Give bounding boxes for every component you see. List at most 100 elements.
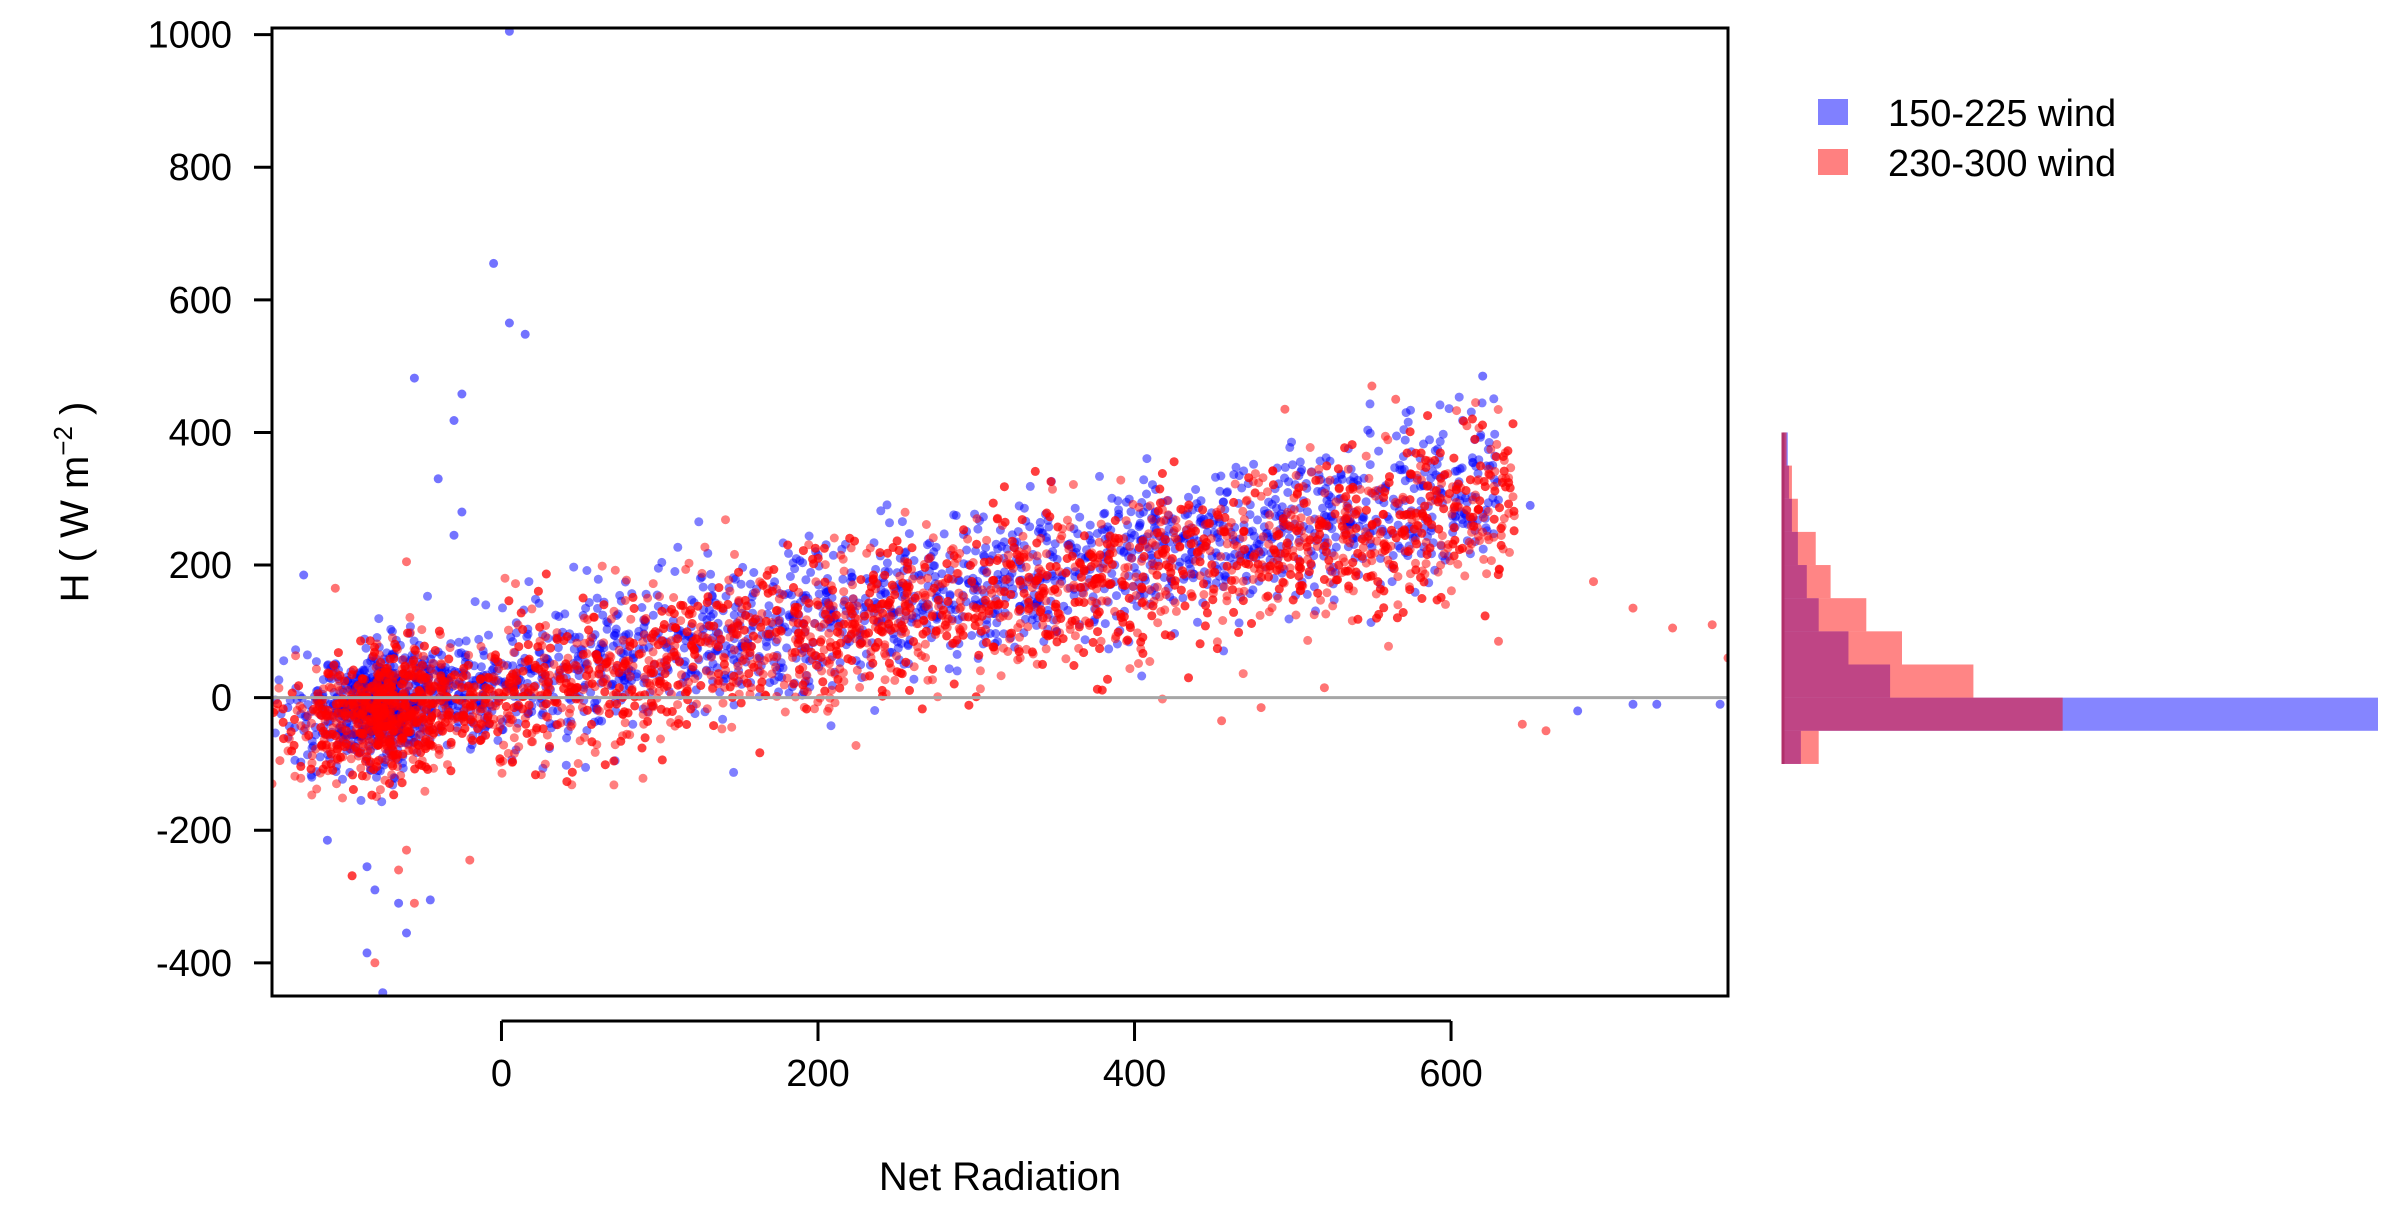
data-point-0 <box>562 733 572 743</box>
data-point-0 <box>1392 431 1401 441</box>
data-point-1 <box>1325 562 1334 572</box>
data-point-0 <box>1043 605 1053 615</box>
data-point-1 <box>835 683 845 693</box>
data-point-1 <box>1363 486 1373 496</box>
data-point-1 <box>1255 610 1265 620</box>
data-point-0 <box>790 564 800 574</box>
data-point-0 <box>423 591 432 601</box>
data-point-0 <box>1359 512 1369 522</box>
data-point-1 <box>942 631 952 641</box>
data-point-1 <box>1113 627 1123 637</box>
data-point-1 <box>688 662 698 672</box>
data-point-1 <box>1263 487 1272 497</box>
data-point-1 <box>1446 586 1456 596</box>
data-point-1 <box>1152 582 1162 592</box>
data-point-1 <box>1314 464 1324 474</box>
data-point-1 <box>614 645 624 655</box>
data-point-1 <box>1384 641 1393 651</box>
data-point-0 <box>1116 545 1125 555</box>
data-point-1 <box>1041 644 1051 654</box>
data-point-1 <box>717 724 727 734</box>
data-point-1 <box>1351 523 1361 533</box>
data-point-1 <box>734 595 744 605</box>
data-point-0 <box>274 675 284 685</box>
data-point-0 <box>602 624 612 634</box>
data-point-1 <box>965 561 975 570</box>
data-point-0 <box>553 643 563 653</box>
data-point-1 <box>706 670 716 680</box>
data-point-0 <box>1063 605 1073 615</box>
data-point-1 <box>375 785 385 795</box>
data-point-0 <box>476 662 486 672</box>
data-point-1 <box>1496 531 1506 540</box>
data-point-1 <box>1238 576 1248 586</box>
data-point-1 <box>1312 542 1322 551</box>
data-point-1 <box>1014 647 1024 657</box>
data-point-1 <box>491 676 501 686</box>
data-point-0 <box>356 795 366 805</box>
data-point-1 <box>634 649 644 659</box>
data-point-0 <box>531 594 540 604</box>
data-point-0 <box>1080 635 1090 645</box>
data-point-0 <box>581 762 591 772</box>
data-point-1 <box>504 711 514 721</box>
data-point-1 <box>357 771 367 781</box>
data-point-0 <box>1139 475 1149 485</box>
data-point-0 <box>928 561 938 571</box>
data-point-0 <box>489 258 499 268</box>
data-point-1 <box>1171 606 1181 616</box>
data-point-1 <box>824 703 834 713</box>
data-point-1 <box>1007 628 1016 638</box>
data-point-1 <box>690 674 700 684</box>
data-point-0 <box>548 706 558 716</box>
data-point-0 <box>581 603 591 613</box>
data-point-0 <box>1126 507 1136 517</box>
data-point-1 <box>1138 572 1148 582</box>
data-point-0 <box>481 600 491 610</box>
data-point-1 <box>1207 560 1217 570</box>
data-point-0 <box>1395 460 1405 470</box>
data-point-0 <box>504 318 514 328</box>
data-point-1 <box>396 770 406 780</box>
data-point-1 <box>898 624 908 634</box>
data-point-1 <box>846 543 856 553</box>
data-point-1 <box>1186 589 1196 599</box>
data-point-1 <box>1199 590 1209 599</box>
data-point-0 <box>882 558 892 568</box>
data-point-0 <box>1184 492 1193 502</box>
data-point-0 <box>670 567 680 576</box>
data-point-1 <box>509 748 519 758</box>
data-point-1 <box>274 683 284 693</box>
data-point-1 <box>609 756 619 766</box>
data-point-0 <box>1288 460 1298 470</box>
data-point-1 <box>913 648 923 658</box>
data-point-0 <box>322 835 332 845</box>
data-point-1 <box>1486 556 1496 566</box>
data-point-1 <box>928 675 937 685</box>
data-point-1 <box>772 635 782 644</box>
data-point-1 <box>908 574 918 584</box>
data-point-0 <box>785 572 795 581</box>
data-point-1 <box>586 632 596 642</box>
data-point-1 <box>1212 637 1222 647</box>
data-point-0 <box>1467 453 1477 463</box>
data-point-0 <box>679 643 689 653</box>
data-point-1 <box>1222 591 1232 601</box>
data-point-1 <box>338 793 347 803</box>
data-point-1 <box>1479 554 1489 564</box>
data-point-1 <box>700 542 710 552</box>
data-point-1 <box>1218 616 1228 625</box>
data-point-0 <box>1025 522 1035 532</box>
data-point-1 <box>1195 557 1205 567</box>
data-point-1 <box>1291 470 1301 480</box>
data-point-0 <box>1488 493 1498 503</box>
data-point-1 <box>1264 521 1274 530</box>
data-point-1 <box>1250 469 1260 479</box>
data-point-1 <box>1200 621 1210 631</box>
data-point-1 <box>730 549 739 559</box>
data-point-0 <box>299 570 309 580</box>
data-point-1 <box>1032 551 1042 561</box>
data-point-1 <box>848 580 857 590</box>
data-point-0 <box>729 767 739 777</box>
